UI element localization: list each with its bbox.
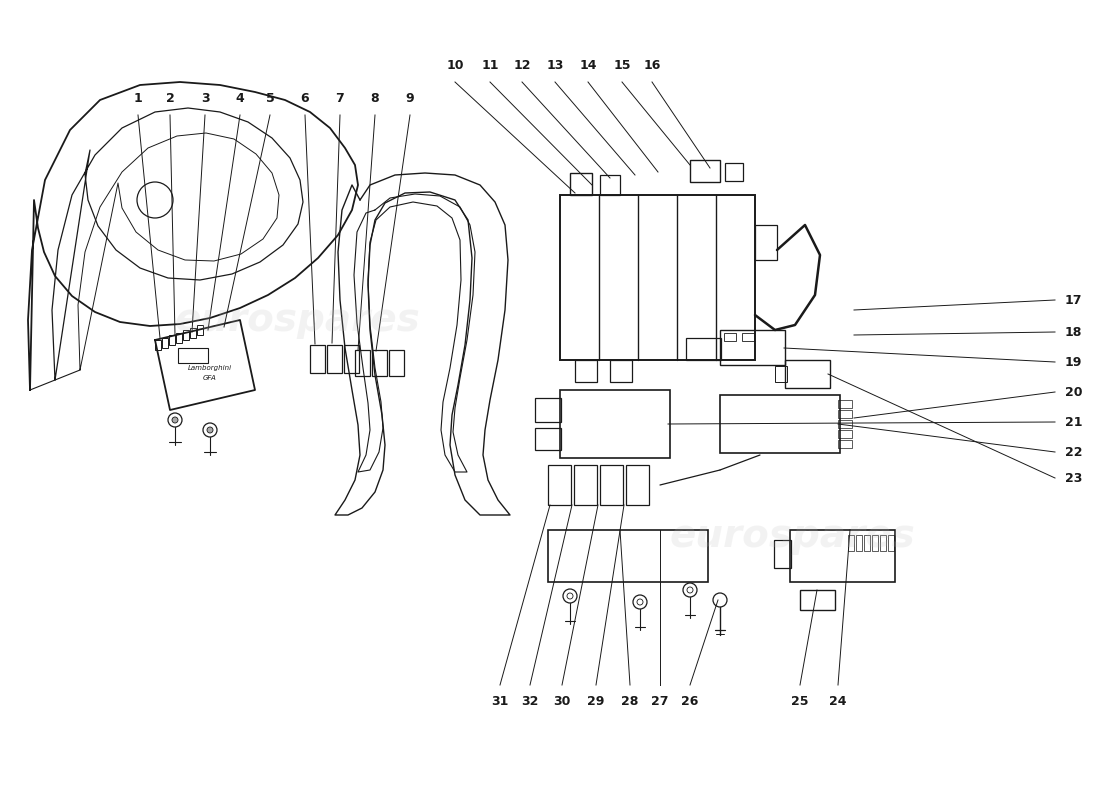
Text: GFA: GFA bbox=[204, 375, 217, 381]
Bar bbox=[838, 430, 853, 438]
Text: 27: 27 bbox=[651, 695, 669, 708]
Bar bbox=[610, 360, 632, 382]
Text: 1: 1 bbox=[133, 92, 142, 105]
Bar bbox=[548, 530, 708, 582]
Circle shape bbox=[172, 417, 178, 423]
Text: 32: 32 bbox=[521, 695, 539, 708]
Bar bbox=[600, 175, 620, 195]
Bar bbox=[774, 540, 791, 568]
Bar bbox=[372, 350, 387, 376]
Text: 16: 16 bbox=[644, 59, 661, 72]
Bar bbox=[626, 465, 649, 505]
Bar bbox=[575, 360, 597, 382]
Bar bbox=[535, 398, 561, 422]
Bar bbox=[880, 535, 886, 551]
Bar bbox=[848, 535, 854, 551]
Bar bbox=[864, 535, 870, 551]
Bar bbox=[574, 465, 597, 505]
Circle shape bbox=[207, 427, 213, 433]
Text: 9: 9 bbox=[406, 92, 415, 105]
Text: 26: 26 bbox=[681, 695, 698, 708]
Text: Lamborghini: Lamborghini bbox=[188, 365, 232, 371]
Bar bbox=[389, 350, 404, 376]
Text: 19: 19 bbox=[1065, 355, 1082, 369]
Bar bbox=[600, 465, 623, 505]
Bar bbox=[560, 195, 755, 360]
Bar bbox=[344, 345, 359, 373]
Text: 18: 18 bbox=[1065, 326, 1082, 338]
Text: 29: 29 bbox=[587, 695, 605, 708]
Text: 6: 6 bbox=[300, 92, 309, 105]
Bar bbox=[190, 327, 196, 338]
Bar bbox=[776, 366, 786, 382]
Bar bbox=[197, 325, 204, 335]
Bar bbox=[690, 160, 721, 182]
Text: 21: 21 bbox=[1065, 415, 1082, 429]
Text: 5: 5 bbox=[265, 92, 274, 105]
Text: 13: 13 bbox=[547, 59, 563, 72]
Bar bbox=[800, 590, 835, 610]
Text: 22: 22 bbox=[1065, 446, 1082, 458]
Bar bbox=[790, 530, 895, 582]
Text: 30: 30 bbox=[553, 695, 571, 708]
Bar bbox=[856, 535, 862, 551]
Text: 25: 25 bbox=[791, 695, 808, 708]
Bar bbox=[888, 535, 894, 551]
Bar bbox=[725, 163, 742, 181]
Bar bbox=[176, 333, 182, 342]
Text: 11: 11 bbox=[482, 59, 498, 72]
Text: 31: 31 bbox=[492, 695, 508, 708]
Bar bbox=[742, 333, 754, 341]
Bar bbox=[755, 225, 777, 260]
Bar bbox=[838, 410, 853, 418]
Text: 23: 23 bbox=[1065, 471, 1082, 485]
Bar bbox=[310, 345, 324, 373]
Bar bbox=[535, 428, 561, 450]
Bar bbox=[872, 535, 878, 551]
Bar bbox=[570, 173, 592, 195]
Bar bbox=[548, 465, 571, 505]
Bar bbox=[720, 395, 840, 453]
Text: 2: 2 bbox=[166, 92, 175, 105]
Bar bbox=[838, 440, 853, 448]
Bar bbox=[178, 348, 208, 363]
Text: 10: 10 bbox=[447, 59, 464, 72]
Bar bbox=[155, 340, 161, 350]
Bar bbox=[724, 333, 736, 341]
Text: 20: 20 bbox=[1065, 386, 1082, 398]
Text: 7: 7 bbox=[336, 92, 344, 105]
Text: 8: 8 bbox=[371, 92, 380, 105]
Bar bbox=[162, 338, 168, 347]
Text: 24: 24 bbox=[829, 695, 847, 708]
Bar bbox=[720, 330, 785, 365]
Text: 17: 17 bbox=[1065, 294, 1082, 306]
Text: eurospares: eurospares bbox=[669, 517, 915, 555]
Text: eurospares: eurospares bbox=[174, 301, 420, 339]
Text: 28: 28 bbox=[621, 695, 639, 708]
Text: 14: 14 bbox=[580, 59, 596, 72]
Bar bbox=[785, 360, 830, 388]
Bar bbox=[183, 330, 189, 340]
Text: 3: 3 bbox=[200, 92, 209, 105]
Text: 12: 12 bbox=[514, 59, 530, 72]
Text: 4: 4 bbox=[235, 92, 244, 105]
Bar bbox=[838, 400, 853, 408]
Bar bbox=[560, 390, 670, 458]
Bar bbox=[838, 420, 853, 428]
Bar bbox=[327, 345, 342, 373]
Bar bbox=[355, 350, 370, 376]
Bar bbox=[686, 338, 720, 360]
Bar bbox=[169, 335, 175, 345]
Text: 15: 15 bbox=[614, 59, 630, 72]
